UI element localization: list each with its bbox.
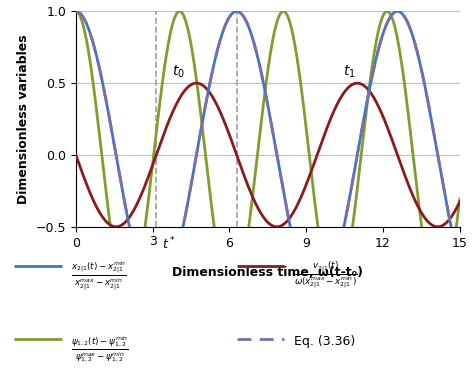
Text: $\frac{\psi_{1,2}(t) - \psi_{1,2}^{min}}{\psi_{1,2}^{max} - \psi_{1,2}^{min}}$: $\frac{\psi_{1,2}(t) - \psi_{1,2}^{min}}… <box>71 334 129 364</box>
Text: $\frac{x_{2|1}(t) - x_{2|1}^{min}}{x_{2|1}^{max} - x_{2|1}^{min}}$: $\frac{x_{2|1}(t) - x_{2|1}^{min}}{x_{2|… <box>71 260 127 292</box>
Y-axis label: Dimensionless variables: Dimensionless variables <box>17 34 30 204</box>
X-axis label: Dimensionless time, ω(t-t₀): Dimensionless time, ω(t-t₀) <box>173 266 363 279</box>
Text: $t^*$: $t^*$ <box>162 235 175 252</box>
Text: $\frac{v_{2|1}(t)}{\omega(x_{2|1}^{max} - x_{2|1}^{min})}$: $\frac{v_{2|1}(t)}{\omega(x_{2|1}^{max} … <box>294 261 357 291</box>
Text: $t_0$: $t_0$ <box>172 64 185 80</box>
Text: 3: 3 <box>149 235 156 248</box>
Text: $t_1$: $t_1$ <box>343 64 356 80</box>
Text: Eq. (3.36): Eq. (3.36) <box>294 335 355 348</box>
